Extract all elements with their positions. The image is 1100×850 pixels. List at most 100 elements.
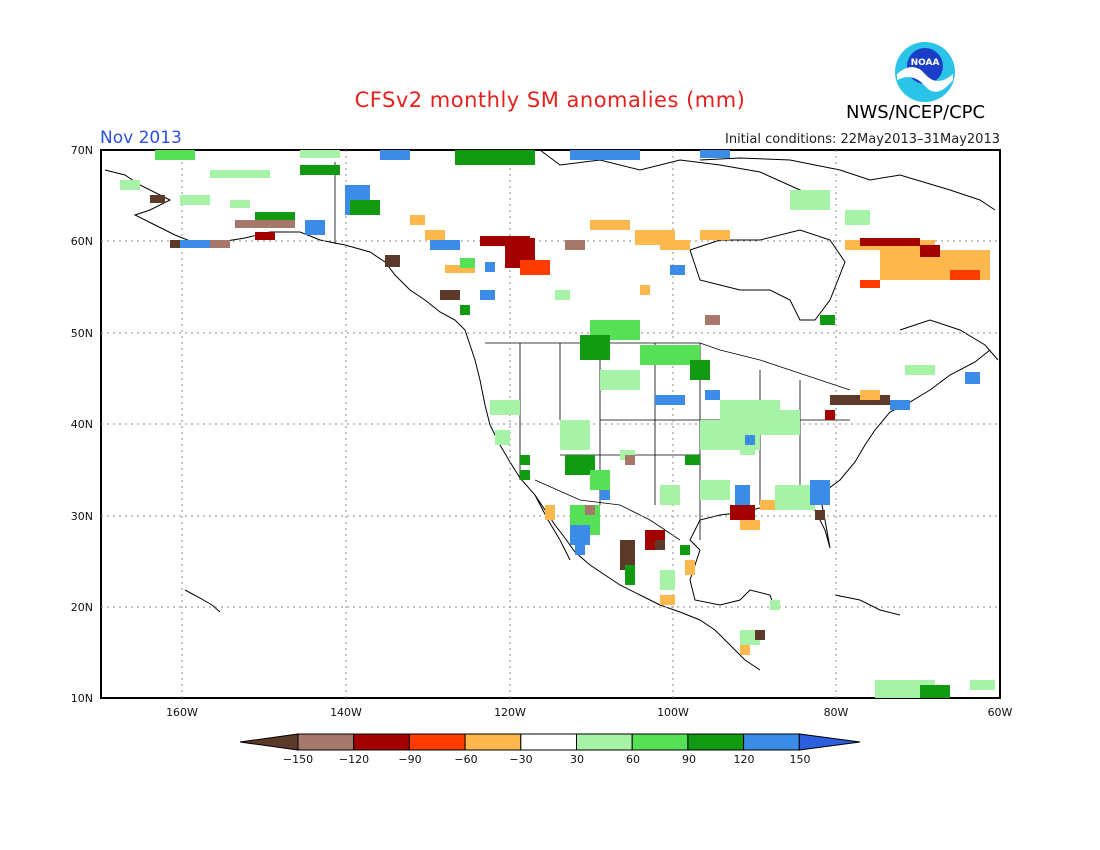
legend-label: −30 (509, 753, 532, 766)
legend-label: 90 (682, 753, 696, 766)
anomaly-cell (520, 260, 550, 275)
anomaly-cell (170, 240, 210, 248)
anomaly-cell (660, 570, 675, 590)
lon-axis-labels: 160W 140W 120W 100W 80W 60W (166, 706, 1012, 719)
anomaly-cells (120, 150, 995, 698)
anomaly-cell (775, 485, 815, 510)
lat-axis-labels: 70N 60N 50N 40N 30N 20N 10N (71, 144, 93, 705)
anomaly-cell (210, 170, 270, 178)
anomaly-cell (660, 485, 680, 505)
lon-label: 120W (494, 706, 526, 719)
anomaly-cell (305, 220, 325, 235)
anomaly-cell (700, 230, 730, 240)
anomaly-cell (495, 430, 510, 445)
svg-text:NOAA: NOAA (911, 58, 940, 68)
lat-label: 70N (71, 144, 93, 157)
anomaly-cell (820, 315, 835, 325)
anomaly-cell (920, 685, 950, 698)
anomaly-cell (860, 280, 880, 288)
legend-swatch (297, 733, 355, 751)
anomaly-cell (810, 480, 830, 505)
legend-swatch (520, 733, 577, 751)
anomaly-cell (575, 530, 585, 555)
anomaly-cell (640, 345, 700, 365)
anomaly-cell (670, 265, 685, 275)
anomaly-cell (300, 150, 340, 158)
noaa-logo: NOAA (895, 42, 955, 102)
anomaly-cell (120, 180, 140, 190)
anomaly-cell (410, 215, 425, 225)
forecast-month: Nov 2013 (100, 128, 182, 148)
anomaly-cell (430, 240, 460, 250)
lon-label: 160W (166, 706, 198, 719)
anomaly-cell (490, 400, 520, 415)
anomaly-cell (210, 240, 230, 248)
anomaly-cell (970, 680, 995, 690)
anomaly-cell (235, 220, 295, 228)
lon-label: 80W (824, 706, 849, 719)
anomaly-cell (950, 270, 980, 280)
anomaly-cell (770, 600, 780, 610)
anomaly-cell (580, 335, 610, 360)
anomaly-cell (485, 262, 495, 272)
anomaly-cell (640, 285, 650, 295)
anomaly-cell (680, 545, 690, 555)
anomaly-cell (555, 290, 570, 300)
anomaly-cell (705, 315, 720, 325)
anomaly-cell (230, 200, 250, 208)
anomaly-cell (380, 150, 410, 160)
anomaly-cell (560, 420, 590, 450)
anomaly-cell (565, 240, 585, 250)
anomaly-cell (815, 510, 825, 520)
anomaly-cell (690, 360, 710, 380)
color-legend-swatches (239, 733, 861, 751)
anomaly-cell (700, 480, 730, 500)
anomaly-cell (760, 500, 775, 510)
anomaly-cell (740, 520, 760, 530)
anomaly-cell (520, 455, 530, 465)
anomaly-cell (790, 190, 830, 210)
anomaly-cell (460, 258, 475, 268)
anomaly-cell (545, 505, 555, 520)
anomaly-cell (590, 470, 610, 490)
anomaly-cell (920, 245, 940, 257)
initial-conditions: Initial conditions: 22May2013–31May2013 (725, 132, 1000, 147)
anomaly-cell (660, 240, 690, 250)
anomaly-cell (445, 265, 475, 273)
anomaly-cell (860, 238, 920, 246)
anomaly-cell (590, 220, 630, 230)
anomaly-cell (890, 400, 910, 410)
anomaly-cell (705, 390, 720, 400)
anomaly-cell (565, 455, 595, 475)
legend-swatch (576, 733, 633, 751)
anomaly-cell (300, 165, 340, 175)
anomaly-cell (155, 150, 195, 160)
anomaly-cell (460, 305, 470, 315)
anomaly-cell (685, 455, 700, 465)
anomaly-cell (625, 455, 635, 465)
legend-label: −120 (339, 753, 369, 766)
anomaly-cell (860, 390, 880, 400)
lat-label: 60N (71, 235, 93, 248)
anomaly-cell (255, 212, 295, 220)
anomaly-cell (600, 370, 640, 390)
anomaly-cell (425, 230, 445, 240)
legend-swatch (408, 733, 466, 751)
lat-label: 20N (71, 601, 93, 614)
lat-label: 50N (71, 327, 93, 340)
anomaly-cell (570, 150, 640, 160)
lat-label: 30N (71, 510, 93, 523)
anomaly-cell (170, 240, 180, 248)
anomaly-cell (625, 565, 635, 585)
anomaly-cell (740, 645, 750, 655)
anomaly-cell (440, 290, 460, 300)
lon-label: 100W (657, 706, 689, 719)
anomaly-cell (600, 490, 610, 500)
anomaly-cell (585, 505, 595, 515)
anomaly-cell (180, 195, 210, 205)
legend-label: −60 (454, 753, 477, 766)
anomaly-cell (965, 372, 980, 384)
anomaly-cell (825, 410, 835, 420)
